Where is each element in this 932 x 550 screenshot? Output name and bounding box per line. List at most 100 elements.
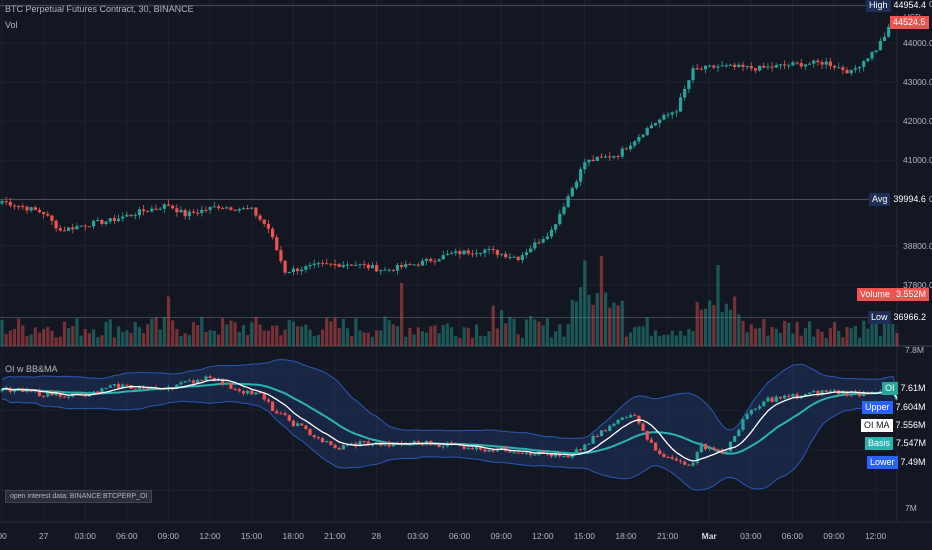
volume-bar xyxy=(491,305,495,346)
volume-bar xyxy=(141,332,146,346)
oi-candle xyxy=(516,452,520,454)
oi-candle xyxy=(745,414,749,420)
oi-candle xyxy=(46,391,50,397)
price-candle xyxy=(524,252,529,256)
volume-bar xyxy=(845,327,849,346)
oi-candle xyxy=(275,411,279,414)
volume-bar xyxy=(266,330,271,346)
volume-bar xyxy=(329,321,333,346)
oi-tag-basis: Basis 7.547M xyxy=(862,436,932,450)
volume-bar xyxy=(591,304,595,346)
price-candle xyxy=(887,26,891,37)
price-candle xyxy=(420,260,425,266)
time-axis-tick: 09:00 xyxy=(158,531,180,541)
volume-bar xyxy=(449,327,454,346)
time-axis-tick: 06:00 xyxy=(116,531,138,541)
price-candle xyxy=(433,261,437,263)
volume-bar xyxy=(333,317,337,346)
price-candle xyxy=(470,253,474,255)
price-candle xyxy=(841,67,845,71)
price-axis-tick: 43000.0 xyxy=(903,77,932,87)
price-candle xyxy=(662,114,666,120)
volume-bar xyxy=(104,321,108,346)
volume-bar xyxy=(595,293,599,346)
price-candle xyxy=(270,228,275,238)
oi-candle xyxy=(146,388,150,390)
price-candle xyxy=(304,266,308,270)
price-candle xyxy=(350,264,354,266)
time-axis-tick: 18:00 xyxy=(283,531,305,541)
volume-bar xyxy=(733,296,737,346)
price-candle xyxy=(21,206,25,208)
volume-bar xyxy=(812,336,816,346)
volume-bar xyxy=(837,330,841,346)
volume-bar xyxy=(466,327,470,346)
volume-bar xyxy=(862,320,866,346)
price-candle xyxy=(370,265,375,269)
price-candle xyxy=(187,211,191,217)
price-candle xyxy=(583,162,587,170)
volume-bar xyxy=(562,336,566,346)
volume-bar xyxy=(474,324,479,346)
volume-bar xyxy=(112,337,116,346)
time-axis-tick: 15:00 xyxy=(574,531,596,541)
price-candle xyxy=(512,256,516,258)
oi-candle xyxy=(712,447,716,450)
oi-candle xyxy=(312,435,316,438)
price-candle xyxy=(171,205,175,209)
oi-candle xyxy=(683,461,687,465)
volume-bar xyxy=(33,327,37,346)
price-axis-tick: 42000.0 xyxy=(903,116,932,126)
volume-bar xyxy=(291,321,295,346)
price-candle xyxy=(416,264,420,266)
price-candle xyxy=(691,68,695,81)
oi-candle xyxy=(42,395,46,397)
oi-candle xyxy=(495,449,499,452)
oi-candle xyxy=(832,390,837,392)
volume-bar xyxy=(874,321,878,346)
oi-candle xyxy=(437,443,441,447)
volume-bar xyxy=(250,322,254,346)
oi-candle xyxy=(225,382,229,385)
price-candle xyxy=(504,253,508,258)
oi-candle xyxy=(341,445,345,450)
price-candle xyxy=(554,224,558,230)
volume-bar xyxy=(645,317,649,346)
volume-bar xyxy=(816,329,820,346)
price-candle xyxy=(312,263,316,265)
oi-tag-oi-ma: OI MA 7.556M xyxy=(858,418,932,432)
price-candle xyxy=(137,209,141,216)
price-axis-tick: 44000.0 xyxy=(903,38,932,48)
price-candle xyxy=(320,263,325,265)
price-candle xyxy=(158,208,162,210)
price-candle xyxy=(541,239,545,243)
price-candle xyxy=(749,66,753,69)
price-axis-tick: 38800.0 xyxy=(903,241,932,251)
volume-bar xyxy=(741,320,745,346)
price-candle xyxy=(824,61,828,65)
volume-bar xyxy=(666,334,670,346)
price-candle xyxy=(316,263,320,265)
volume-bar xyxy=(728,309,733,346)
price-candle xyxy=(745,66,749,68)
price-candle xyxy=(42,212,46,214)
volume-bar xyxy=(620,300,624,346)
oi-candle xyxy=(616,419,620,424)
price-candle xyxy=(587,159,591,163)
price-candle xyxy=(753,68,758,71)
price-candle xyxy=(828,61,832,66)
price-candle xyxy=(458,251,462,255)
volume-bar xyxy=(699,309,703,346)
time-axis-tick: 06:00 xyxy=(449,531,471,541)
volume-bar xyxy=(62,321,67,346)
volume-bar xyxy=(366,332,370,346)
volume-bar xyxy=(512,318,516,346)
oi-candle xyxy=(633,415,637,417)
oi-axis-tick: 7M xyxy=(905,503,917,513)
volume-bar xyxy=(483,336,487,346)
price-candle xyxy=(295,268,300,272)
volume-bar xyxy=(370,336,375,346)
oi-candle xyxy=(816,390,820,396)
oi-axis-tick: 7.8M xyxy=(905,345,924,355)
